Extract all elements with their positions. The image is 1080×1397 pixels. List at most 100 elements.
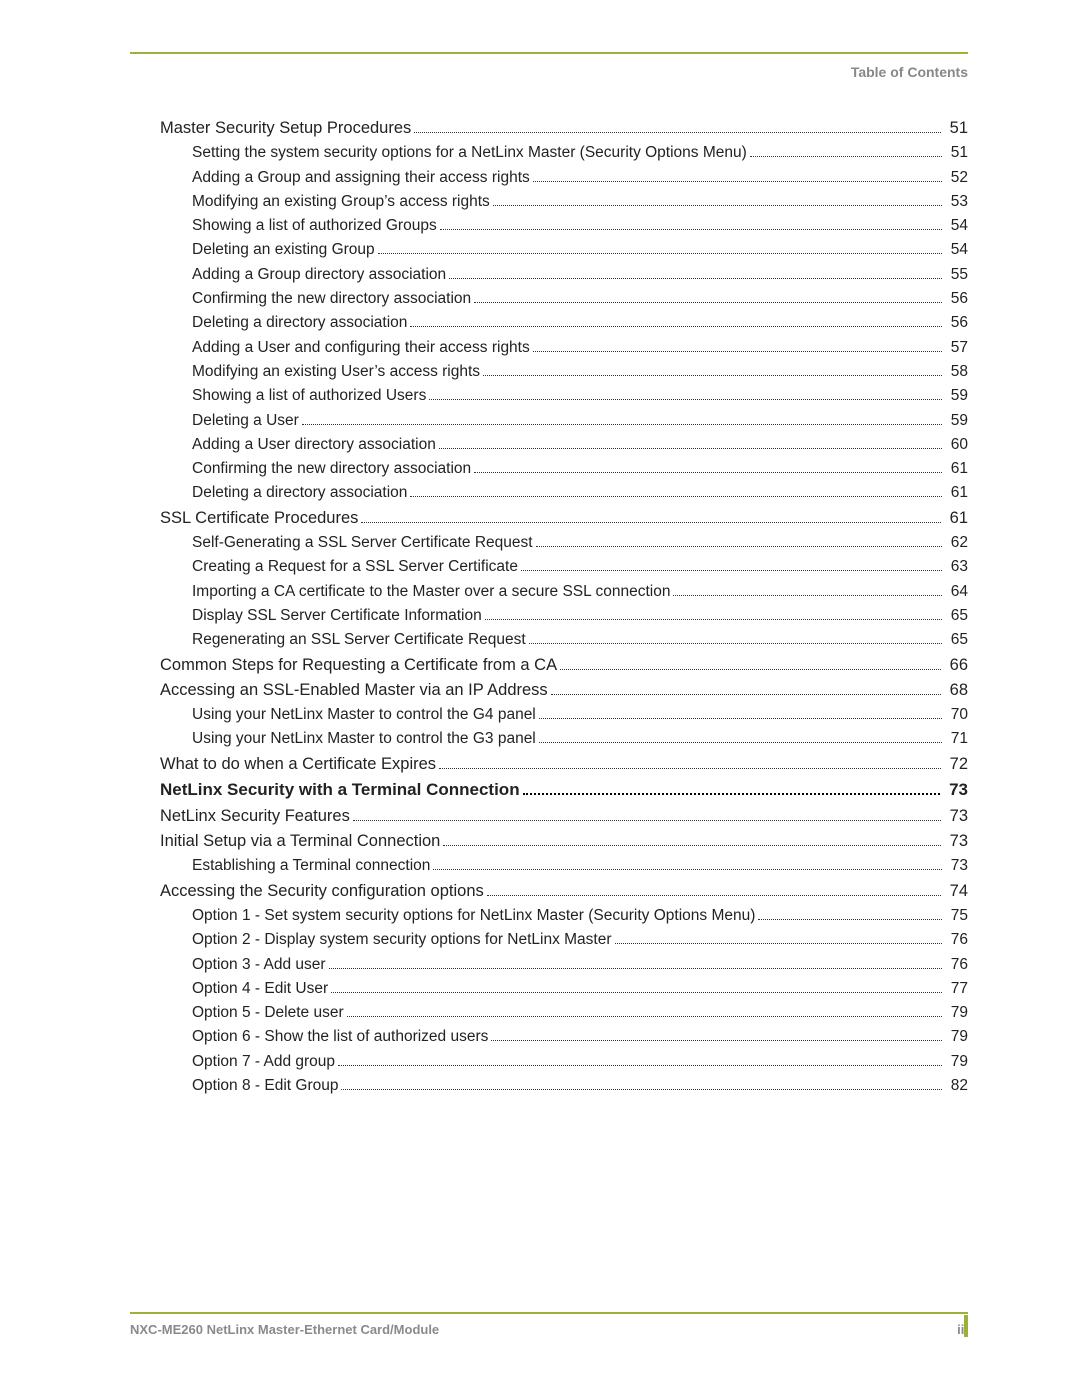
toc-leader-dots	[361, 522, 940, 523]
toc-entry-title: Showing a list of authorized Users	[192, 388, 426, 404]
toc-leader-dots	[347, 1016, 942, 1017]
toc-entry-title: Common Steps for Requesting a Certificat…	[160, 657, 557, 674]
toc-leader-dots	[487, 895, 941, 896]
table-of-contents: Master Security Setup Procedures 51Setti…	[130, 120, 968, 1094]
toc-entry: Option 3 - Add user 76	[192, 957, 968, 973]
toc-leader-dots	[429, 399, 941, 400]
toc-leader-dots	[341, 1089, 941, 1090]
toc-entry-page: 52	[945, 170, 968, 186]
toc-entry-page: 51	[944, 120, 968, 137]
toc-entry: Option 2 - Display system security optio…	[192, 932, 968, 948]
toc-entry-page: 63	[945, 559, 968, 575]
toc-leader-dots	[529, 643, 942, 644]
toc-entry: Deleting an existing Group 54	[192, 242, 968, 258]
toc-entry-title: Confirming the new directory association	[192, 291, 471, 307]
toc-entry-page: 76	[945, 957, 968, 973]
toc-leader-dots	[410, 326, 941, 327]
toc-leader-dots	[521, 570, 942, 571]
toc-entry-title: Adding a Group and assigning their acces…	[192, 170, 530, 186]
toc-entry: Master Security Setup Procedures 51	[160, 120, 968, 137]
toc-entry: Option 4 - Edit User 77	[192, 981, 968, 997]
toc-entry-title: SSL Certificate Procedures	[160, 510, 358, 527]
toc-entry-title: Modifying an existing User’s access righ…	[192, 364, 480, 380]
toc-entry-page: 82	[945, 1078, 968, 1094]
toc-entry: Accessing the Security configuration opt…	[160, 883, 968, 900]
toc-entry-page: 61	[945, 485, 968, 501]
toc-entry-page: 53	[945, 194, 968, 210]
toc-entry: Confirming the new directory association…	[192, 291, 968, 307]
toc-entry-title: Option 8 - Edit Group	[192, 1078, 338, 1094]
toc-entry-page: 71	[945, 731, 968, 747]
toc-leader-dots	[560, 669, 941, 670]
toc-entry-page: 55	[945, 267, 968, 283]
footer-rule	[130, 1312, 968, 1314]
toc-entry-title: Adding a Group directory association	[192, 267, 446, 283]
toc-entry-page: 54	[945, 218, 968, 234]
toc-entry-title: NetLinx Security Features	[160, 808, 350, 825]
toc-entry-title: Option 3 - Add user	[192, 957, 326, 973]
toc-entry-page: 65	[945, 608, 968, 624]
toc-leader-dots	[483, 375, 942, 376]
toc-entry: What to do when a Certificate Expires 72	[160, 756, 968, 773]
toc-leader-dots	[302, 424, 942, 425]
toc-entry: Adding a User and configuring their acce…	[192, 340, 968, 356]
toc-entry-page: 79	[945, 1054, 968, 1070]
toc-entry-title: Adding a User directory association	[192, 437, 436, 453]
toc-entry-title: NetLinx Security with a Terminal Connect…	[160, 781, 520, 798]
toc-leader-dots	[338, 1065, 942, 1066]
toc-entry: Confirming the new directory association…	[192, 461, 968, 477]
toc-leader-dots	[329, 968, 942, 969]
toc-leader-dots	[353, 820, 941, 821]
toc-leader-dots	[493, 205, 942, 206]
toc-entry: Establishing a Terminal connection 73	[192, 858, 968, 874]
toc-entry: Option 7 - Add group 79	[192, 1054, 968, 1070]
toc-entry-title: Option 7 - Add group	[192, 1054, 335, 1070]
toc-entry-page: 65	[945, 632, 968, 648]
toc-leader-dots	[551, 694, 941, 695]
toc-entry-page: 51	[945, 145, 968, 161]
toc-leader-dots	[414, 132, 940, 133]
toc-entry-page: 56	[945, 291, 968, 307]
toc-entry-page: 73	[943, 781, 968, 798]
toc-leader-dots	[533, 351, 942, 352]
toc-entry-page: 58	[945, 364, 968, 380]
toc-leader-dots	[439, 768, 941, 769]
toc-entry-title: Deleting a directory association	[192, 315, 407, 331]
toc-entry-page: 73	[945, 858, 968, 874]
toc-entry: Adding a Group and assigning their acces…	[192, 170, 968, 186]
toc-entry-page: 70	[945, 707, 968, 723]
toc-entry-page: 62	[945, 535, 968, 551]
toc-entry-title: Master Security Setup Procedures	[160, 120, 411, 137]
toc-entry-page: 72	[944, 756, 968, 773]
toc-entry-title: Accessing the Security configuration opt…	[160, 883, 484, 900]
toc-leader-dots	[378, 253, 942, 254]
toc-entry-page: 75	[945, 908, 968, 924]
toc-entry: Modifying an existing Group’s access rig…	[192, 194, 968, 210]
toc-entry: Option 1 - Set system security options f…	[192, 908, 968, 924]
toc-entry: Common Steps for Requesting a Certificat…	[160, 657, 968, 674]
toc-entry-page: 54	[945, 242, 968, 258]
toc-leader-dots	[758, 919, 941, 920]
toc-entry-page: 60	[945, 437, 968, 453]
toc-entry-title: Showing a list of authorized Groups	[192, 218, 437, 234]
toc-leader-dots	[750, 156, 942, 157]
toc-entry-page: 57	[945, 340, 968, 356]
header-rule	[130, 52, 968, 54]
toc-entry-title: Option 2 - Display system security optio…	[192, 932, 612, 948]
toc-entry-page: 77	[945, 981, 968, 997]
toc-entry: Setting the system security options for …	[192, 145, 968, 161]
toc-leader-dots	[539, 718, 942, 719]
toc-entry: Adding a Group directory association 55	[192, 267, 968, 283]
toc-leader-dots	[539, 742, 942, 743]
toc-entry-title: Adding a User and configuring their acce…	[192, 340, 530, 356]
toc-entry-page: 64	[945, 584, 968, 600]
toc-leader-dots	[523, 793, 941, 795]
toc-entry-title: Self-Generating a SSL Server Certificate…	[192, 535, 533, 551]
toc-entry: Option 8 - Edit Group 82	[192, 1078, 968, 1094]
toc-entry: Option 5 - Delete user 79	[192, 1005, 968, 1021]
footer-row: NXC-ME260 NetLinx Master-Ethernet Card/M…	[130, 1322, 968, 1337]
toc-entry-page: 76	[945, 932, 968, 948]
page-footer: NXC-ME260 NetLinx Master-Ethernet Card/M…	[130, 1312, 968, 1337]
toc-entry: Accessing an SSL-Enabled Master via an I…	[160, 682, 968, 699]
toc-entry-title: Deleting an existing Group	[192, 242, 375, 258]
